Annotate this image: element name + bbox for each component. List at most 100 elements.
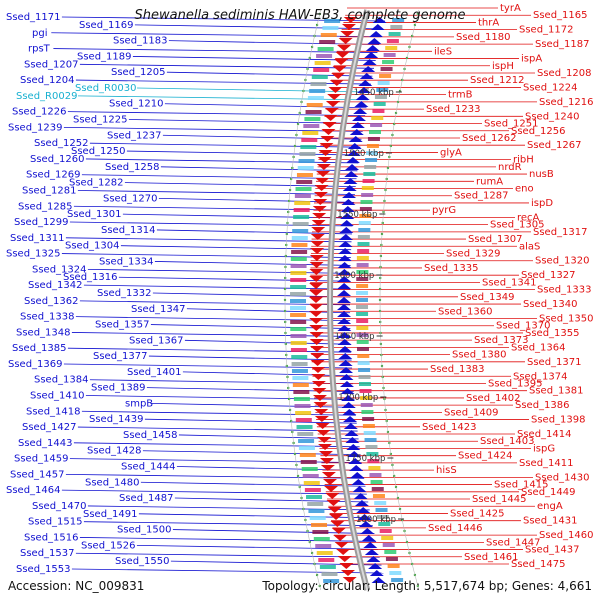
minus-strand-feature [315,178,330,184]
minus-strand-feature [317,157,332,163]
minus-strand-feature [311,374,326,380]
gene-label: Ssed_1311 [10,233,65,244]
gene-connector [140,481,366,487]
cog-category-block [302,474,319,478]
gene-label: Ssed_1342 [28,280,83,291]
plus-strand-feature [337,325,352,331]
minus-strand-feature [313,402,328,408]
minus-strand-feature [314,185,329,191]
gene-connector [172,529,375,534]
gene-label: Ssed_1348 [16,327,71,338]
gene-label: Ssed_1447 [486,537,541,548]
plus-strand-feature [353,493,368,499]
cog-category-block [297,166,314,170]
cog-category-block [357,242,370,246]
plus-strand-feature [360,528,375,534]
cog-category-block [371,116,384,120]
minus-strand-feature [309,346,324,352]
minus-strand-feature [332,66,347,72]
plus-strand-feature [337,311,352,317]
gene-label: Ssed_1305 [490,220,545,231]
minus-strand-feature [309,332,324,338]
cog-category-block [306,495,323,499]
gene-label: Ssed_1226 [12,107,67,118]
gene-label: engA [537,501,563,512]
gene-label: Ssed_1260 [30,154,85,165]
gene-label: Ssed_1364 [511,342,566,353]
cog-category-block [373,102,386,106]
gene-label: Ssed_1262 [462,133,517,144]
cog-category-block [363,172,376,176]
plus-strand-feature [342,409,357,415]
minus-strand-feature [309,297,324,303]
minus-strand-feature [337,45,352,51]
gene-label: Ssed_1500 [117,525,172,536]
plus-strand-feature [349,465,364,471]
cog-category-block [313,537,330,541]
plus-strand-feature [350,472,365,478]
minus-strand-feature [331,528,346,534]
plus-strand-feature [354,500,369,506]
minus-strand-feature [339,563,354,569]
gene-connector [118,276,351,282]
cog-category-block [374,95,387,99]
plus-strand-feature [362,59,377,65]
plus-strand-feature [337,304,352,310]
minus-strand-feature [329,80,344,86]
plus-strand-feature [343,178,358,184]
plus-strand-feature [338,248,353,254]
minus-strand-feature [318,150,333,156]
cog-category-block [382,60,395,64]
cog-category-block [356,333,369,337]
plus-strand-feature [340,388,355,394]
cog-category-block [377,81,390,85]
plus-strand-feature [339,220,354,226]
plus-strand-feature [372,17,387,23]
cog-category-block [361,410,374,414]
gene-connector [136,544,378,550]
gene-label: smpB [125,398,153,409]
cog-category-block [356,277,369,281]
cog-category-block [313,68,330,72]
minus-strand-feature [343,17,358,23]
cog-category-block [291,236,308,240]
gene-label: Ssed_1270 [103,193,158,204]
gene-label: eno [515,184,534,195]
gene-label: Ssed_1216 [539,97,594,108]
cog-category-block [303,124,320,128]
plus-strand-feature [368,563,383,569]
plus-strand-feature [339,374,354,380]
minus-strand-feature [311,220,326,226]
scale-label: 1700 kbp [338,393,378,403]
plus-strand-feature [364,52,379,58]
gene-label: Ssed_1446 [428,523,483,534]
plus-strand-feature [341,395,356,401]
cog-category-block [303,481,320,485]
cog-category-block [308,509,325,513]
cog-category-block [292,229,309,233]
gene-connector [53,48,378,53]
cog-category-block [290,264,307,268]
minus-strand-feature [309,290,324,296]
cog-category-block [299,453,316,457]
gene-label: Ssed_1333 [537,285,592,296]
scale-label: 1450 kbp [354,88,394,98]
gene-label: Ssed_1357 [95,320,150,331]
minus-strand-feature [314,409,329,415]
cog-category-block [376,515,389,519]
cog-category-block [383,53,396,57]
minus-strand-feature [328,87,343,93]
cog-category-block [356,263,369,267]
gene-label: Ssed_1409 [444,407,499,418]
gene-connector [63,363,353,369]
minus-strand-feature [322,122,337,128]
cog-category-block [379,529,392,533]
cog-category-block [309,516,326,520]
gene-connector [77,426,358,432]
gene-label: pyrG [432,205,456,216]
cog-category-block [369,473,382,477]
cog-category-block [300,145,317,149]
plus-strand-feature [345,164,360,170]
minus-strand-feature [309,325,324,331]
gene-label: Ssed_1340 [523,299,578,310]
